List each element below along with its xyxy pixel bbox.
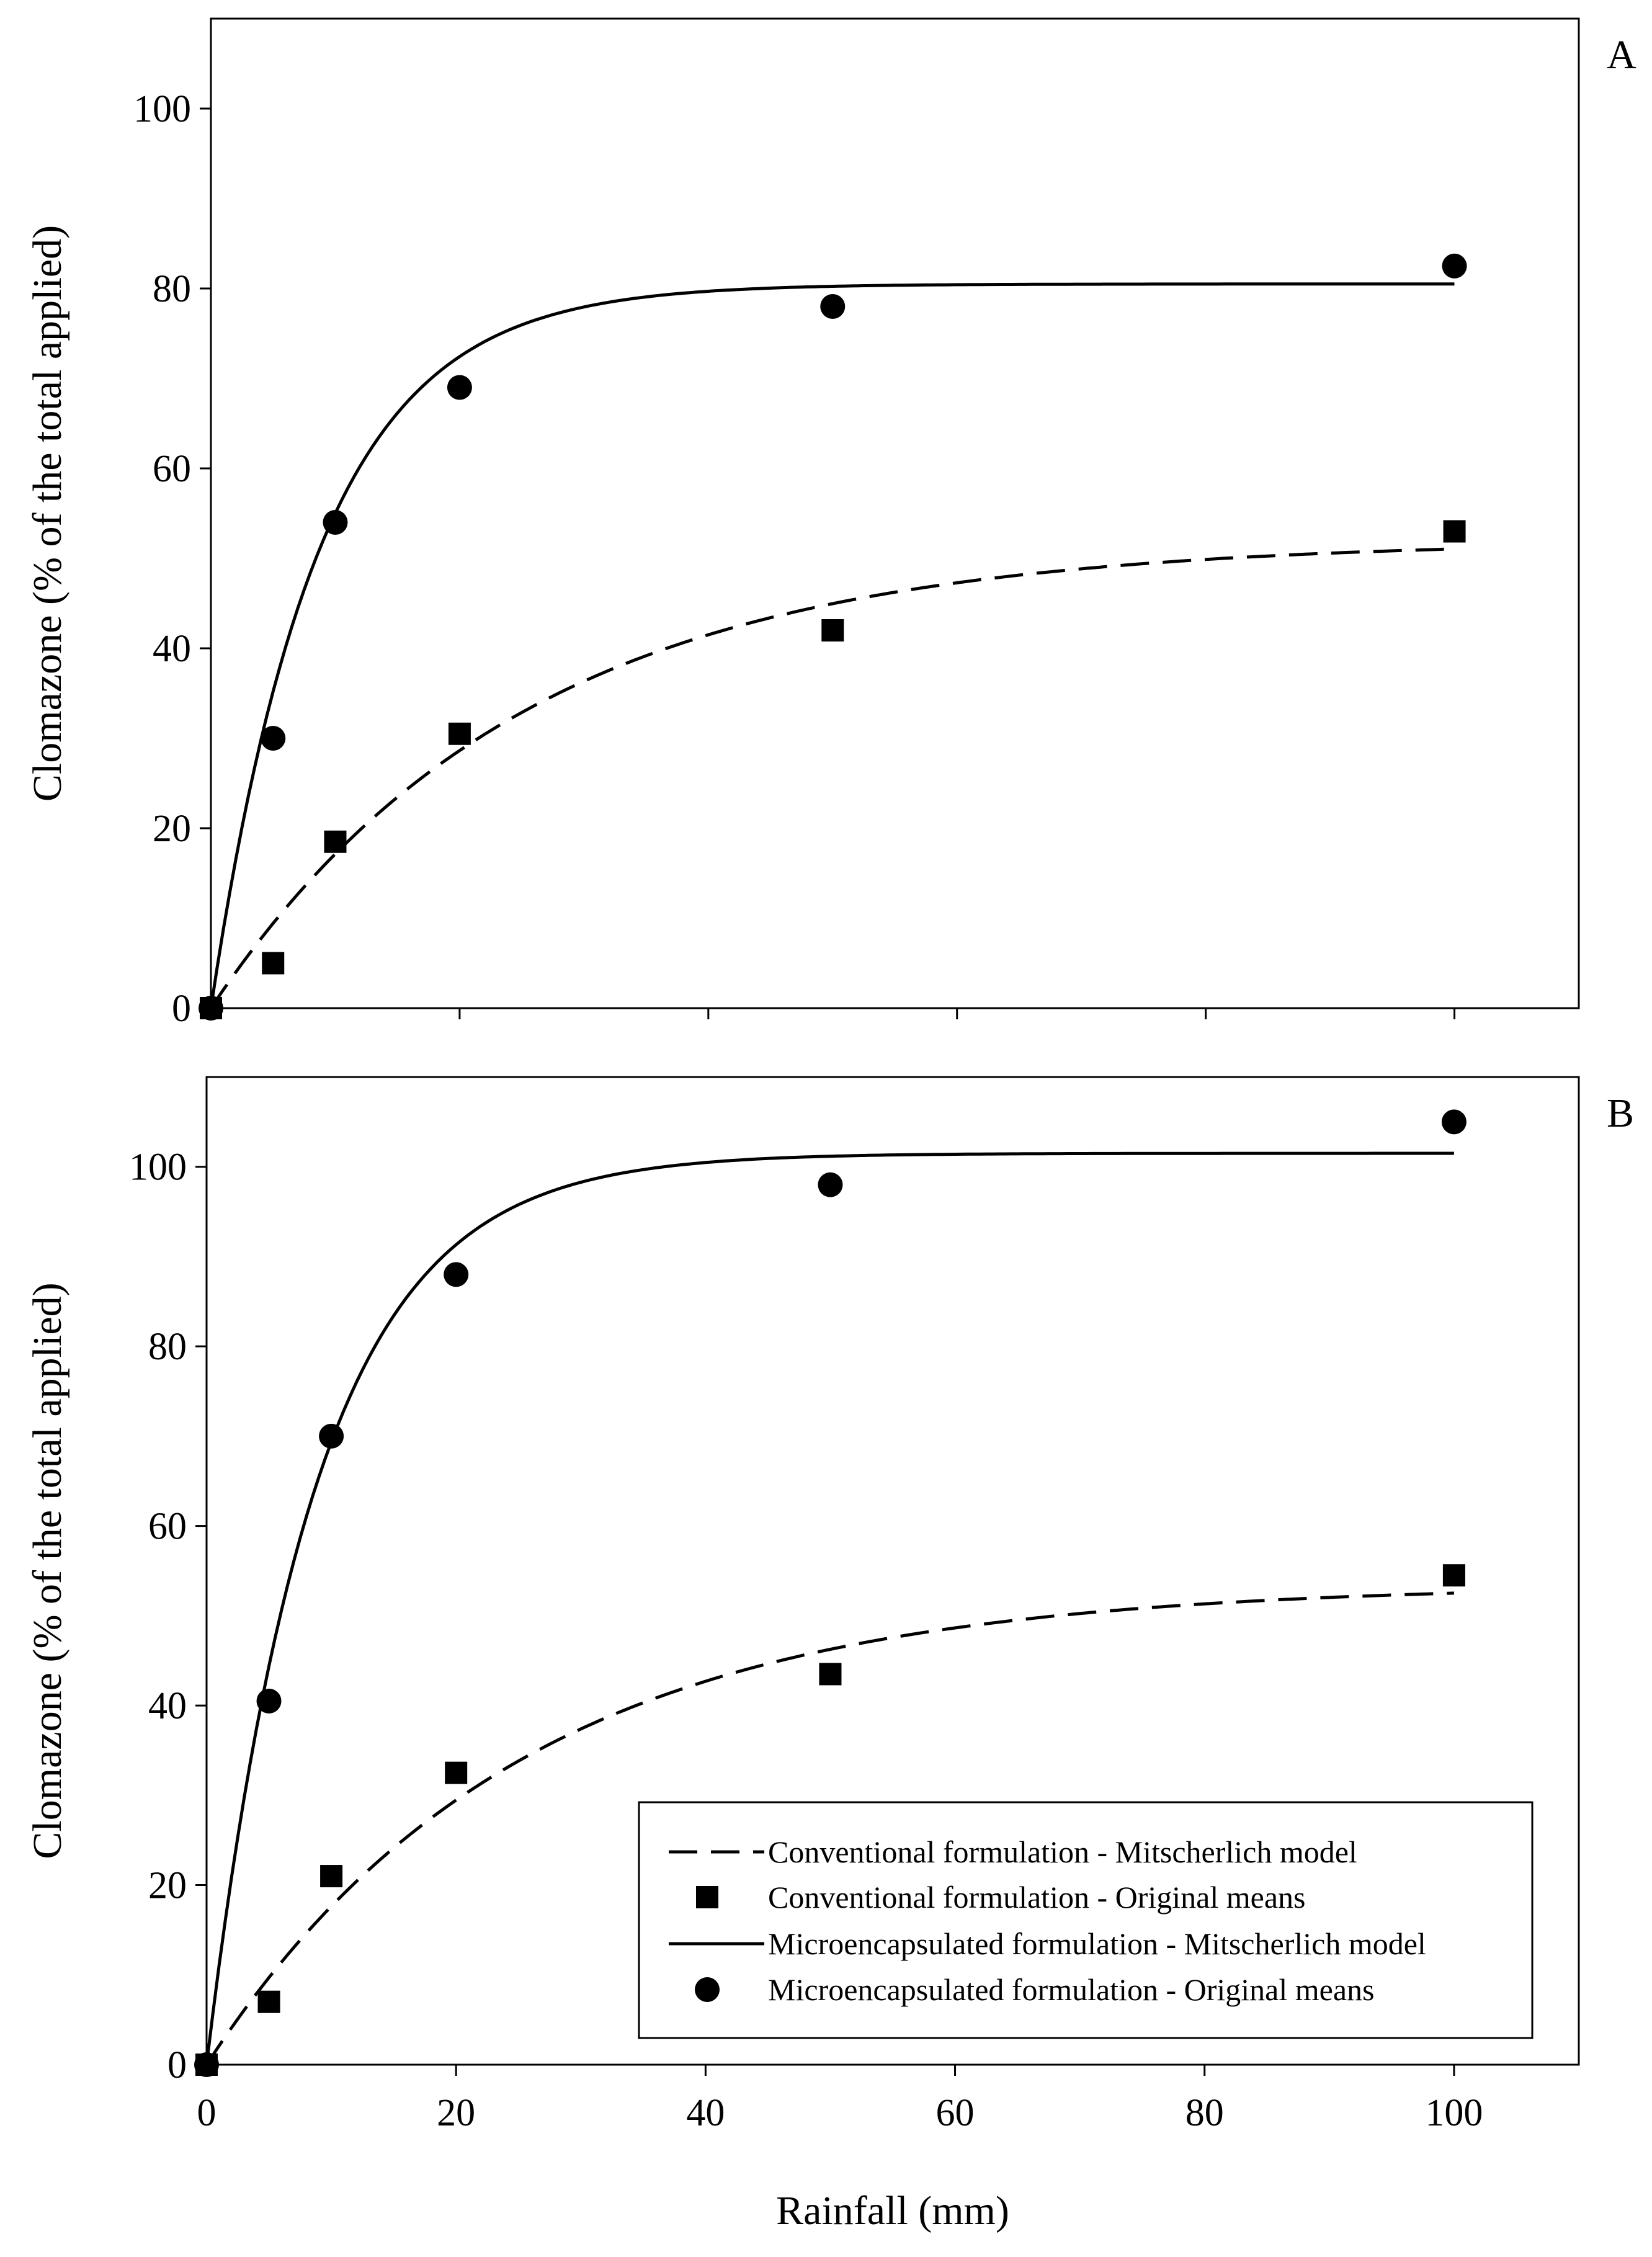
conventional-mean-point xyxy=(819,1663,842,1686)
legend-entry-conventional-model: Conventional formulation - Mitscherlich … xyxy=(669,1835,1357,1869)
panel-b-y-axis-title: Clomazone (% of the total applied) xyxy=(25,1282,70,1859)
y-tick-label: 40 xyxy=(153,628,191,670)
y-tick-label: 0 xyxy=(172,988,191,1030)
panel-a-label: A xyxy=(1607,32,1636,78)
legend-circle-marker xyxy=(695,1977,720,2002)
legend-square-marker-swatch xyxy=(696,1886,718,1908)
microencapsulated-mean-point xyxy=(820,294,846,319)
microencapsulated-model-curve xyxy=(205,1151,1454,2065)
y-tick-label: 60 xyxy=(148,1506,187,1548)
panel-b-label: B xyxy=(1607,1091,1634,1136)
y-tick-label: 100 xyxy=(129,1146,187,1189)
y-tick-label: 60 xyxy=(153,448,191,490)
microencapsulated-model-curve xyxy=(209,282,1455,1009)
microencapsulated-mean-point xyxy=(447,375,472,400)
y-tick-label: 0 xyxy=(167,2044,187,2086)
conventional-mean-point xyxy=(1443,520,1466,543)
legend-circle-marker-swatch xyxy=(695,1977,720,2002)
conventional-mean-point xyxy=(448,722,471,745)
conventional-mean-point xyxy=(821,619,844,641)
legend: Conventional formulation - Mitscherlich … xyxy=(638,1801,1534,2039)
conventional-mean-point xyxy=(320,1865,343,1888)
panel-a-curves xyxy=(209,282,1455,1009)
legend-label-microencapsulated-means: Microencapsulated formulation - Original… xyxy=(768,1972,1374,2007)
microencapsulated-mean-point xyxy=(194,2052,219,2077)
legend-label-conventional-means: Conventional formulation - Original mean… xyxy=(768,1880,1305,1915)
panel-a: 0 20 40 60 80 100 A Clomazone (% of the total… xyxy=(25,17,1636,1030)
panel-b-points xyxy=(194,1109,1467,2077)
microencapsulated-mean-point xyxy=(1442,253,1467,279)
y-tick-label: 80 xyxy=(153,268,191,310)
conventional-mean-point xyxy=(1442,1564,1465,1587)
panel-b-ticks: 0 20 40 60 80 100 0 20 40 60 80 100 xyxy=(129,1146,1483,2134)
x-tick-label: 0 xyxy=(197,2092,217,2134)
panel-b-curves xyxy=(205,1151,1454,2066)
x-tick-label: 100 xyxy=(1425,2092,1483,2134)
x-tick-label: 20 xyxy=(437,2092,475,2134)
microencapsulated-mean-point xyxy=(261,726,286,751)
legend-box xyxy=(638,1801,1534,2039)
y-tick-label: 20 xyxy=(153,808,191,850)
conventional-mean-point xyxy=(262,952,285,975)
microencapsulated-mean-point xyxy=(323,510,348,535)
y-tick-label: 80 xyxy=(148,1326,187,1368)
panel-a-points xyxy=(199,253,1467,1021)
conventional-mean-point xyxy=(257,1990,280,2013)
legend-entry-microencapsulated-means: Microencapsulated formulation - Original… xyxy=(695,1972,1374,2007)
legend-entry-conventional-means: Conventional formulation - Original mean… xyxy=(696,1880,1305,1915)
panel-b: 0 20 40 60 80 100 0 20 40 60 80 100 B Clomazone (% … xyxy=(25,1076,1634,2233)
microencapsulated-mean-point xyxy=(199,996,223,1021)
y-tick-label: 100 xyxy=(133,88,191,130)
x-tick-label: 40 xyxy=(686,2092,725,2134)
panel-a-y-axis-title: Clomazone (% of the total applied) xyxy=(25,225,70,802)
legend-square-marker xyxy=(696,1886,718,1908)
x-tick-label: 80 xyxy=(1185,2092,1224,2134)
conventional-mean-point xyxy=(324,830,347,853)
panel-a-ticks: 0 20 40 60 80 100 xyxy=(133,88,1456,1030)
legend-entry-microencapsulated-model: Microencapsulated formulation - Mitscher… xyxy=(669,1926,1426,1961)
legend-label-microencapsulated-model: Microencapsulated formulation - Mitscher… xyxy=(768,1926,1426,1961)
microencapsulated-mean-point xyxy=(256,1688,282,1714)
legend-label-conventional-model: Conventional formulation - Mitscherlich … xyxy=(768,1835,1357,1869)
y-tick-label: 20 xyxy=(148,1865,187,1907)
microencapsulated-mean-point xyxy=(1441,1109,1467,1135)
conventional-model-curve xyxy=(209,547,1455,1009)
y-tick-label: 40 xyxy=(148,1685,187,1727)
microencapsulated-mean-point xyxy=(319,1423,344,1449)
x-axis-title: Rainfall (mm) xyxy=(776,2188,1009,2233)
x-tick-label: 60 xyxy=(936,2092,975,2134)
conventional-model-curve xyxy=(205,1591,1454,2066)
conventional-mean-point xyxy=(445,1761,468,1784)
panel-a-frame xyxy=(210,17,1580,1009)
microencapsulated-mean-point xyxy=(444,1262,469,1287)
microencapsulated-mean-point xyxy=(818,1172,843,1197)
panel-b-frame xyxy=(205,1076,1580,2066)
